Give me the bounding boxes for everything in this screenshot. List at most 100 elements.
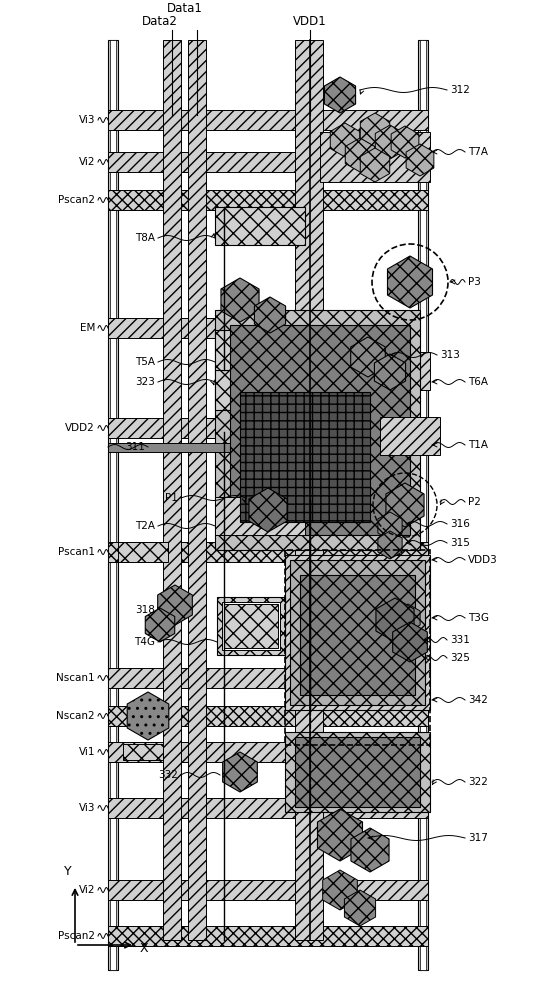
Polygon shape <box>330 123 360 157</box>
Polygon shape <box>360 148 390 182</box>
Bar <box>300 575 415 695</box>
Text: 318: 318 <box>135 605 155 615</box>
Polygon shape <box>387 256 433 308</box>
Bar <box>418 40 428 970</box>
Text: Pscan1: Pscan1 <box>58 547 95 557</box>
Bar <box>215 310 420 550</box>
Bar <box>188 40 206 940</box>
Bar <box>380 417 440 455</box>
Bar <box>118 542 168 562</box>
Text: 322: 322 <box>468 777 488 787</box>
Polygon shape <box>324 77 356 113</box>
Bar <box>222 602 280 650</box>
Bar <box>108 152 428 172</box>
Text: Y: Y <box>64 865 72 878</box>
Bar <box>215 497 305 535</box>
Polygon shape <box>376 125 405 159</box>
Bar <box>370 352 430 390</box>
Polygon shape <box>351 828 389 872</box>
Bar <box>123 744 163 760</box>
Bar <box>420 40 426 970</box>
Bar <box>295 40 323 940</box>
Polygon shape <box>127 692 169 740</box>
Text: Pscan2: Pscan2 <box>58 931 95 941</box>
Text: 311: 311 <box>125 442 145 452</box>
Text: Nscan1: Nscan1 <box>56 673 95 683</box>
Text: Nscan2: Nscan2 <box>56 711 95 721</box>
Bar <box>230 325 410 535</box>
Bar <box>215 370 385 410</box>
Text: P2: P2 <box>468 497 481 507</box>
Text: T1A: T1A <box>468 440 488 450</box>
Text: VDD1: VDD1 <box>293 15 327 28</box>
Bar <box>215 207 305 245</box>
Polygon shape <box>386 483 424 527</box>
Bar <box>224 604 278 648</box>
Text: Vi2: Vi2 <box>79 885 95 895</box>
Polygon shape <box>396 628 420 656</box>
Bar <box>108 542 428 562</box>
Bar <box>285 732 430 812</box>
Text: T4G: T4G <box>134 637 155 647</box>
Text: P3: P3 <box>468 277 481 287</box>
Bar <box>108 318 320 338</box>
Polygon shape <box>378 531 402 559</box>
Text: VDD3: VDD3 <box>468 555 498 565</box>
Bar <box>110 40 116 970</box>
Text: VDD2: VDD2 <box>65 423 95 433</box>
Bar <box>217 597 285 655</box>
Bar <box>108 880 428 900</box>
Text: Vi3: Vi3 <box>79 115 95 125</box>
Text: P1: P1 <box>165 493 178 503</box>
Bar <box>108 190 428 210</box>
Polygon shape <box>344 890 376 926</box>
Text: 325: 325 <box>450 653 470 663</box>
Text: Pscan2: Pscan2 <box>58 195 95 205</box>
Text: Vi3: Vi3 <box>79 803 95 813</box>
Polygon shape <box>391 126 419 158</box>
Polygon shape <box>223 752 257 792</box>
Text: 342: 342 <box>468 695 488 705</box>
Text: Vi1: Vi1 <box>79 747 95 757</box>
Text: 332: 332 <box>158 770 178 780</box>
Text: T5A: T5A <box>135 357 155 367</box>
Polygon shape <box>145 608 175 642</box>
Polygon shape <box>221 278 259 322</box>
Bar <box>108 110 428 130</box>
Polygon shape <box>406 144 434 176</box>
Text: 315: 315 <box>450 538 470 548</box>
Bar <box>108 443 428 452</box>
Bar <box>108 40 118 970</box>
Polygon shape <box>393 622 427 662</box>
Text: 317: 317 <box>468 833 488 843</box>
Text: Data2: Data2 <box>142 15 178 28</box>
Polygon shape <box>249 488 287 532</box>
Bar <box>108 742 428 762</box>
Text: 312: 312 <box>450 85 470 95</box>
Polygon shape <box>323 870 357 910</box>
Polygon shape <box>374 354 406 390</box>
Bar <box>285 555 430 710</box>
Bar <box>108 798 428 818</box>
Text: Vi2: Vi2 <box>79 157 95 167</box>
Text: T3G: T3G <box>468 613 489 623</box>
Text: EM: EM <box>80 323 95 333</box>
Polygon shape <box>158 585 192 625</box>
Text: Data1: Data1 <box>167 2 203 15</box>
Text: X: X <box>140 942 148 954</box>
Text: 331: 331 <box>450 635 470 645</box>
Bar <box>108 926 428 946</box>
Bar <box>163 40 181 940</box>
Polygon shape <box>345 138 375 172</box>
Bar <box>108 418 428 438</box>
Polygon shape <box>351 337 385 377</box>
Bar <box>108 668 428 688</box>
Text: 316: 316 <box>450 519 470 529</box>
Polygon shape <box>376 598 414 642</box>
Text: T2A: T2A <box>135 521 155 531</box>
Text: T6A: T6A <box>468 377 488 387</box>
Polygon shape <box>396 604 420 632</box>
Polygon shape <box>254 297 286 333</box>
Text: 313: 313 <box>440 350 460 360</box>
Bar <box>215 330 315 372</box>
